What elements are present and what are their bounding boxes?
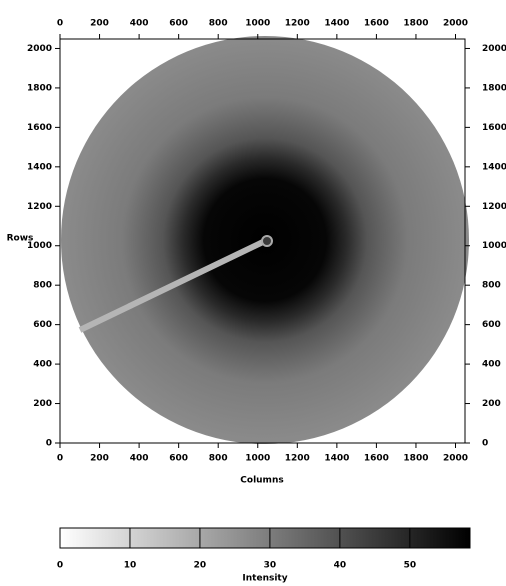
colorbar bbox=[59, 527, 471, 549]
x-tick-label: 1600 bbox=[364, 454, 389, 464]
y-tick-label-right: 2000 bbox=[482, 44, 506, 54]
x-tick-label-top: 0 bbox=[57, 19, 63, 29]
y-tick-label: 1600 bbox=[27, 123, 52, 133]
x-tick-label-top: 1000 bbox=[245, 19, 270, 29]
x-tick-label-top: 1600 bbox=[364, 19, 389, 29]
y-tick-label-right: 0 bbox=[482, 439, 488, 449]
x-tick-label: 2000 bbox=[443, 454, 468, 464]
y-axis-label: Rows bbox=[7, 234, 34, 244]
x-tick-label-top: 2000 bbox=[443, 19, 468, 29]
beam-stop bbox=[78, 238, 267, 333]
colorbar-tick-label: 10 bbox=[124, 561, 137, 571]
x-tick-label-top: 1400 bbox=[324, 19, 349, 29]
x-tick-label: 0 bbox=[57, 454, 63, 464]
x-tick-label-top: 400 bbox=[130, 19, 149, 29]
y-tick-label: 0 bbox=[46, 439, 52, 449]
beam-center bbox=[261, 235, 273, 247]
y-tick-label-right: 800 bbox=[482, 281, 501, 291]
y-tick-label-right: 400 bbox=[482, 360, 501, 370]
y-tick-label-right: 1600 bbox=[482, 123, 506, 133]
x-axis-label: Columns bbox=[240, 476, 283, 486]
y-tick-label: 400 bbox=[33, 360, 52, 370]
y-tick-label-right: 200 bbox=[482, 399, 501, 409]
y-tick-label-right: 1800 bbox=[482, 83, 506, 93]
plot-frame bbox=[59, 38, 466, 444]
y-tick-label-right: 1400 bbox=[482, 162, 506, 172]
x-tick-label: 800 bbox=[209, 454, 228, 464]
x-tick-label: 600 bbox=[169, 454, 188, 464]
colorbar-label: Intensity bbox=[242, 574, 287, 584]
y-tick-label-right: 1200 bbox=[482, 202, 506, 212]
y-tick-label: 1800 bbox=[27, 83, 52, 93]
colorbar-tick-label: 40 bbox=[334, 561, 347, 571]
x-tick-label: 200 bbox=[90, 454, 109, 464]
detector-image bbox=[61, 36, 469, 444]
y-tick-label: 800 bbox=[33, 281, 52, 291]
x-tick-label: 1200 bbox=[285, 454, 310, 464]
x-tick-label-top: 600 bbox=[169, 19, 188, 29]
y-tick-label: 200 bbox=[33, 399, 52, 409]
colorbar-tick-label: 30 bbox=[264, 561, 277, 571]
x-tick-label-top: 200 bbox=[90, 19, 109, 29]
x-tick-label-top: 1800 bbox=[403, 19, 428, 29]
y-tick-label-right: 1000 bbox=[482, 241, 506, 251]
y-tick-label-right: 600 bbox=[482, 320, 501, 330]
x-tick-label: 400 bbox=[130, 454, 149, 464]
y-tick-label: 2000 bbox=[27, 44, 52, 54]
x-tick-label: 1800 bbox=[403, 454, 428, 464]
y-tick-label: 600 bbox=[33, 320, 52, 330]
colorbar-tick-label: 50 bbox=[404, 561, 417, 571]
x-tick-label-top: 1200 bbox=[285, 19, 310, 29]
y-tick-label: 1200 bbox=[27, 202, 52, 212]
x-tick-label: 1400 bbox=[324, 454, 349, 464]
colorbar-tick-label: 0 bbox=[57, 561, 63, 571]
x-tick-label: 1000 bbox=[245, 454, 270, 464]
y-tick-label: 1400 bbox=[27, 162, 52, 172]
y-tick-label: 1000 bbox=[27, 241, 52, 251]
x-tick-label-top: 800 bbox=[209, 19, 228, 29]
colorbar-tick-label: 20 bbox=[194, 561, 207, 571]
